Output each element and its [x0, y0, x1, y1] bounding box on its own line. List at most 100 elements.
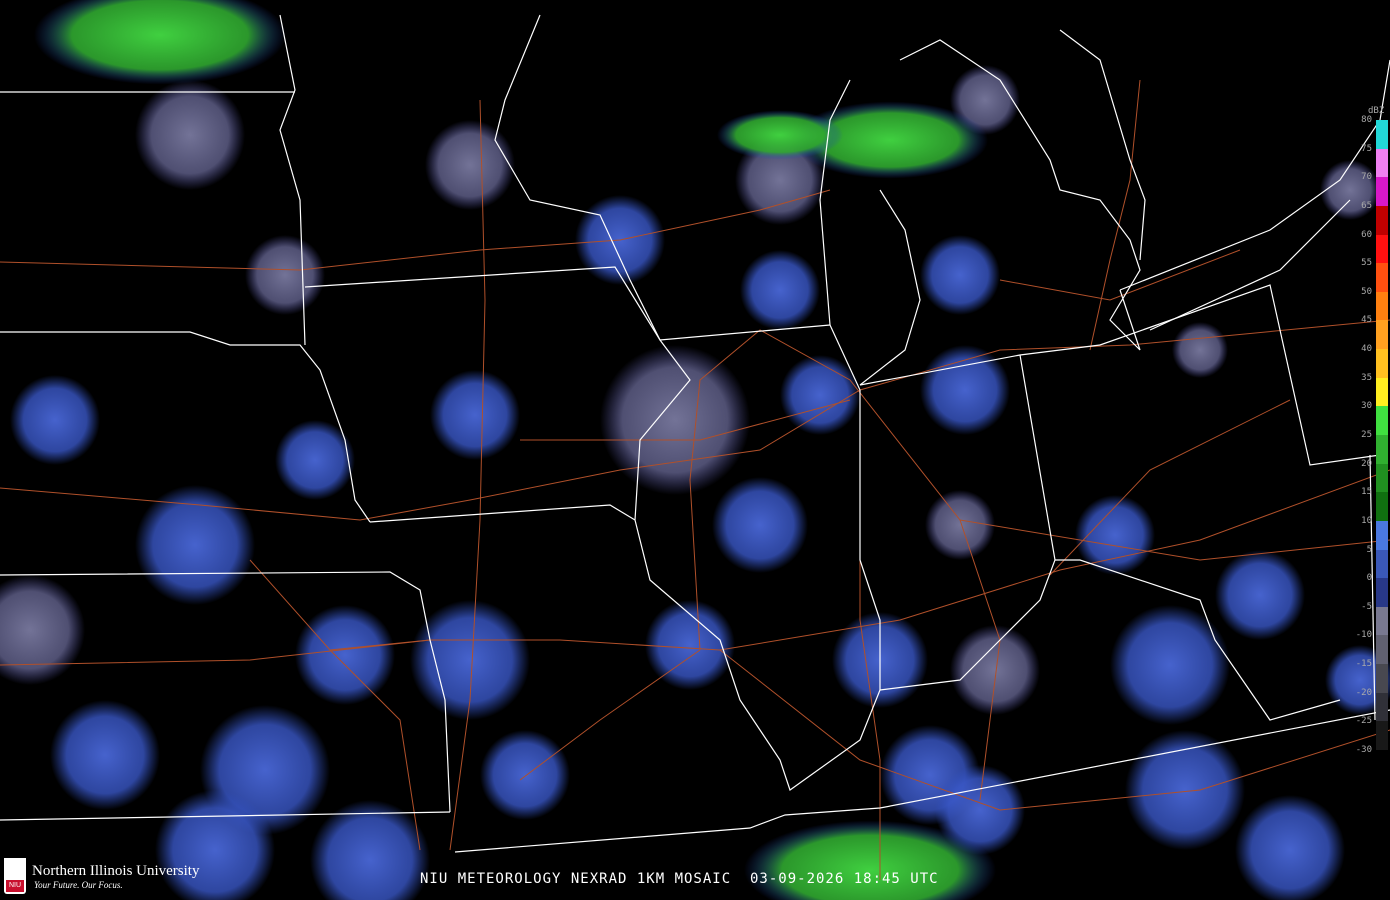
legend-band — [1376, 549, 1388, 579]
highway — [1089, 79, 1141, 351]
radar-echo — [740, 250, 820, 330]
legend-band — [1376, 349, 1388, 379]
highway — [0, 189, 831, 271]
radar-echo — [410, 600, 530, 720]
radar-echo — [1125, 730, 1245, 850]
legend-tick: 10 — [1361, 515, 1372, 526]
logo-tagline: Your Future. Our Focus. — [34, 880, 123, 890]
radar-echo — [600, 345, 750, 495]
highway — [689, 329, 1001, 801]
legend-band — [1376, 520, 1388, 551]
radar-echo — [712, 477, 808, 573]
radar-echo — [480, 730, 570, 820]
legend-tick: 25 — [1361, 430, 1372, 440]
radar-echo — [10, 375, 100, 465]
legend-tick: 15 — [1361, 487, 1372, 498]
radar-echo — [925, 490, 995, 560]
legend-band — [1376, 635, 1388, 665]
legend-tick: -20 — [1355, 687, 1372, 698]
radar-echo — [50, 700, 160, 810]
legend-tick: 20 — [1361, 458, 1372, 469]
legend-band — [1376, 692, 1388, 722]
legend-tick: -15 — [1355, 659, 1372, 670]
state-boundary — [304, 266, 831, 341]
legend-tick: 50 — [1361, 286, 1372, 297]
highway — [449, 99, 486, 851]
legend-band — [1376, 320, 1388, 350]
radar-echo — [155, 790, 275, 900]
radar-echo — [1235, 795, 1345, 900]
radar-echo — [1320, 160, 1380, 220]
radar-echo — [425, 120, 515, 210]
radar-echo — [135, 485, 255, 605]
radar-echo — [780, 355, 860, 435]
radar-echo — [275, 420, 355, 500]
radar-echo — [1172, 322, 1228, 378]
legend-band — [1376, 435, 1388, 465]
legend-tick: -25 — [1355, 716, 1372, 727]
radar-echo — [744, 820, 996, 900]
state-boundary — [0, 811, 451, 821]
legend-tick: 70 — [1361, 172, 1372, 183]
state-boundary — [279, 14, 306, 346]
state-boundary — [1119, 59, 1390, 291]
radar-echo — [1075, 495, 1155, 575]
state-boundary — [819, 79, 851, 326]
radar-echo — [1215, 550, 1305, 640]
legend-band — [1376, 463, 1388, 493]
legend-band — [1376, 120, 1388, 150]
legend-band — [1376, 492, 1388, 522]
state-boundary — [0, 571, 451, 813]
legend-tick: 60 — [1361, 229, 1372, 240]
legend-band — [1376, 177, 1388, 207]
legend-tick: 65 — [1361, 200, 1372, 211]
highway — [719, 649, 1390, 811]
radar-echo — [935, 765, 1025, 855]
radar-echo — [920, 345, 1010, 435]
legend-tick: 40 — [1361, 344, 1372, 355]
radar-echo — [792, 101, 988, 179]
legend-tick: -5 — [1361, 601, 1372, 612]
legend-tick: 30 — [1361, 401, 1372, 412]
radar-echo — [34, 0, 286, 85]
legend-tick: 55 — [1361, 258, 1372, 269]
legend-tick: 75 — [1361, 143, 1372, 154]
legend-band — [1376, 291, 1388, 321]
state-boundary — [1055, 559, 1341, 721]
radar-echo — [920, 235, 1000, 315]
state-boundaries — [0, 14, 1390, 853]
legend-unit: dBZ — [1368, 106, 1385, 116]
state-boundary — [1149, 199, 1351, 331]
niu-shield-icon: NIU — [4, 858, 26, 894]
radar-echo — [310, 800, 430, 900]
state-boundary — [829, 324, 881, 690]
state-boundary — [899, 39, 1141, 351]
legend-tick: 45 — [1361, 315, 1372, 326]
radar-echo — [717, 110, 843, 160]
radar-echo — [645, 600, 735, 690]
radar-echo — [245, 235, 325, 315]
highway — [999, 249, 1241, 301]
legend-band — [1376, 721, 1388, 751]
radar-echo — [295, 605, 395, 705]
state-boundary — [1099, 284, 1381, 466]
radar-echo — [135, 80, 245, 190]
dbz-color-scale: 80 75 70 65 60 55 50 45 40 35 30 25 20 15 10 5 0 -5 -10 -15… — [1356, 115, 1388, 755]
legend-tick: -10 — [1355, 630, 1372, 641]
highway — [959, 519, 1390, 561]
legend-tick: -30 — [1355, 745, 1372, 755]
state-boundary — [879, 354, 1056, 691]
radar-echo — [950, 625, 1040, 715]
legend-tick: 80 — [1361, 115, 1372, 125]
highway — [249, 559, 421, 851]
state-boundary — [454, 709, 1390, 853]
legend-tick: 0 — [1366, 573, 1372, 584]
logo-name: Northern Illinois University — [32, 863, 200, 879]
radar-echo — [1110, 605, 1230, 725]
highway — [519, 649, 701, 781]
radar-echo — [430, 370, 520, 460]
legend-band — [1376, 205, 1388, 236]
highway — [520, 399, 851, 441]
highway — [1049, 399, 1291, 576]
